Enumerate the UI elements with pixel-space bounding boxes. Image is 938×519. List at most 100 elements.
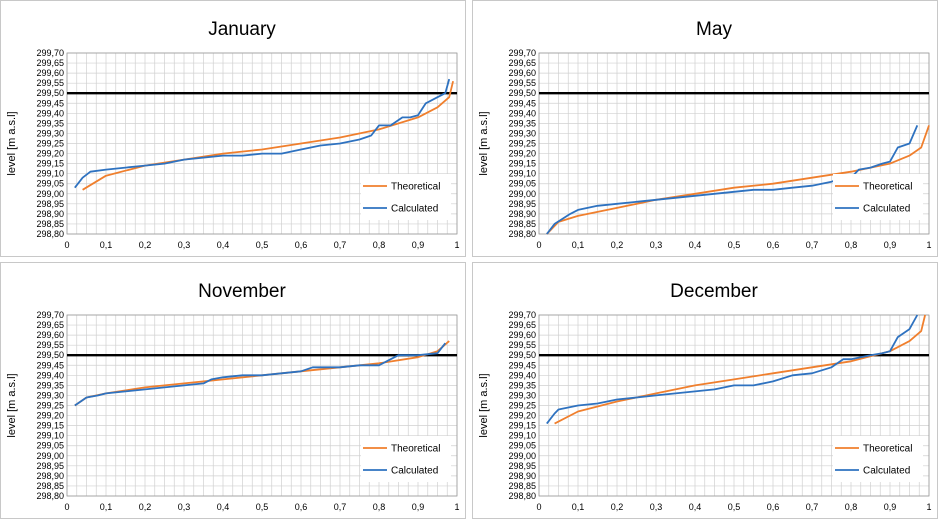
y-tick-label: 298,90: [36, 209, 64, 219]
legend-box: [361, 436, 451, 482]
y-tick-label: 299,65: [508, 58, 536, 68]
y-tick-label: 299,55: [508, 78, 536, 88]
series-line-calculated: [546, 125, 919, 235]
y-axis-label: level [m a.s.l]: [478, 373, 490, 437]
y-tick-label: 299,70: [508, 48, 536, 58]
y-tick-label: 298,95: [508, 199, 536, 209]
legend-label-theoretical: Theoretical: [391, 182, 440, 193]
y-tick-label: 299,35: [508, 380, 536, 390]
y-tick-label: 298,80: [508, 491, 536, 501]
y-tick-label: 299,65: [36, 320, 64, 330]
series-line-calculated: [74, 342, 447, 407]
y-tick-label: 298,85: [36, 481, 64, 491]
y-tick-label: 299,30: [36, 390, 64, 400]
y-tick-label: 299,15: [508, 159, 536, 169]
y-tick-label: 299,65: [508, 320, 536, 330]
chart-svg: January298,80298,85298,90298,95299,00299…: [6, 19, 460, 250]
x-tick-label: 0,9: [884, 240, 897, 250]
legend-label-theoretical: Theoretical: [863, 444, 912, 455]
x-tick-label: 0,4: [689, 502, 702, 512]
y-tick-label: 299,50: [36, 350, 64, 360]
legend-label-calculated: Calculated: [863, 466, 910, 477]
y-tick-label: 299,55: [36, 78, 64, 88]
y-tick-label: 299,40: [36, 370, 64, 380]
x-tick-label: 0,3: [178, 240, 191, 250]
chart-title: January: [208, 19, 276, 40]
y-tick-label: 299,25: [508, 401, 536, 411]
legend-box: [833, 436, 923, 482]
legend-label-calculated: Calculated: [391, 204, 438, 215]
y-tick-label: 299,10: [508, 169, 536, 179]
y-tick-label: 299,40: [508, 108, 536, 118]
y-tick-label: 299,60: [508, 68, 536, 78]
y-tick-label: 299,20: [508, 149, 536, 159]
chart-title: December: [670, 281, 758, 302]
y-tick-label: 299,45: [36, 98, 64, 108]
y-tick-label: 299,55: [36, 340, 64, 350]
chart-title: May: [696, 19, 732, 40]
y-tick-label: 298,85: [508, 219, 536, 229]
chart-panel-may: May 298,80 298,85 298,90 298,95 299,00 299,05 2…: [472, 0, 938, 257]
x-tick-label: 0,3: [178, 502, 191, 512]
x-tick-label: 0,8: [845, 240, 858, 250]
y-tick-label: 298,95: [508, 461, 536, 471]
legend-box: [361, 174, 451, 220]
y-tick-label: 299,00: [508, 451, 536, 461]
y-tick-label: 299,15: [36, 159, 64, 169]
x-tick-label: 0,4: [217, 240, 230, 250]
series-line-theoretical: [554, 314, 926, 425]
y-tick-label: 299,10: [508, 431, 536, 441]
y-tick-label: 299,65: [36, 58, 64, 68]
y-tick-label: 299,25: [36, 401, 64, 411]
chart-svg: May298,80298,85298,90298,95299,00299,052…: [478, 19, 932, 250]
y-tick-label: 299,40: [36, 108, 64, 118]
x-tick-label: 0: [64, 502, 69, 512]
y-tick-label: 299,25: [36, 139, 64, 149]
y-tick-label: 299,00: [36, 451, 64, 461]
chart-panel-november: November 298,80 298,85 298,90 298,95 299,00 29…: [0, 262, 466, 519]
y-tick-label: 298,90: [36, 471, 64, 481]
y-tick-label: 299,00: [508, 189, 536, 199]
x-tick-label: 0,2: [139, 240, 152, 250]
y-tick-label: 299,30: [508, 128, 536, 138]
plot-area: [66, 314, 458, 497]
x-tick-label: 0,1: [100, 240, 113, 250]
chart-title: November: [198, 281, 286, 302]
y-tick-label: 299,15: [36, 421, 64, 431]
y-tick-label: 298,90: [508, 209, 536, 219]
y-tick-label: 298,80: [508, 229, 536, 239]
y-tick-label: 299,45: [508, 98, 536, 108]
legend-label-calculated: Calculated: [391, 466, 438, 477]
y-tick-label: 299,50: [508, 88, 536, 98]
x-tick-label: 0,9: [412, 502, 425, 512]
plot-area: [538, 52, 930, 235]
legend-label-calculated: Calculated: [863, 204, 910, 215]
x-tick-label: 0,7: [806, 502, 819, 512]
y-tick-label: 299,10: [36, 169, 64, 179]
y-tick-label: 299,60: [508, 330, 536, 340]
chart-panel-january: January 298,80 298,85 298,90 298,95 299,00 299…: [0, 0, 466, 257]
x-tick-label: 0,4: [689, 240, 702, 250]
y-tick-label: 298,85: [508, 481, 536, 491]
x-tick-label: 0,3: [650, 502, 663, 512]
x-tick-label: 1: [454, 240, 459, 250]
y-axis-label: level [m a.s.l]: [6, 111, 18, 175]
x-tick-label: 0,5: [256, 240, 269, 250]
y-tick-label: 299,70: [36, 310, 64, 320]
legend-label-theoretical: Theoretical: [391, 444, 440, 455]
y-tick-label: 299,15: [508, 421, 536, 431]
x-tick-label: 0,9: [412, 240, 425, 250]
chart-panel-december: December 298,80 298,85 298,90 298,95 299,00 29…: [472, 262, 938, 519]
x-tick-label: 0,8: [373, 240, 386, 250]
x-tick-label: 0,2: [611, 240, 624, 250]
x-tick-label: 0,5: [728, 502, 741, 512]
x-tick-label: 0,1: [572, 240, 585, 250]
y-tick-label: 299,45: [508, 360, 536, 370]
y-tick-label: 299,20: [36, 149, 64, 159]
x-tick-label: 0,9: [884, 502, 897, 512]
x-tick-label: 0,6: [767, 240, 780, 250]
y-tick-label: 299,05: [508, 179, 536, 189]
x-tick-label: 0,8: [373, 502, 386, 512]
y-tick-label: 299,00: [36, 189, 64, 199]
